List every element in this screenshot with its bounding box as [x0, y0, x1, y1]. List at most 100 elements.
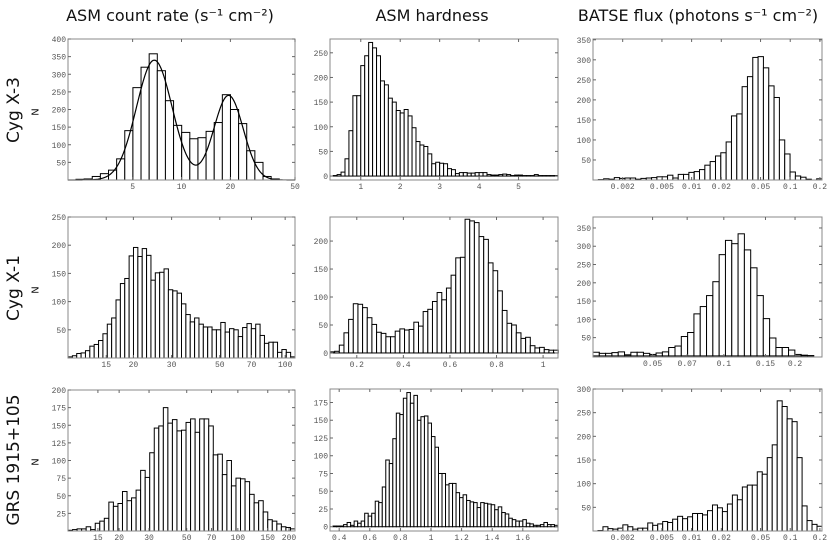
histogram-bar [357, 522, 362, 528]
y-tick-label: 100 [577, 316, 592, 325]
histogram-bar [677, 173, 685, 181]
histogram-bar [271, 520, 278, 532]
histogram-bar [806, 520, 813, 532]
histogram-bar [132, 246, 139, 359]
y-tick-label: 50 [56, 327, 66, 336]
histogram-bar [418, 325, 424, 354]
histogram-bar [357, 303, 364, 354]
y-tick-label: 25 [318, 506, 328, 515]
x-tick-label: 0.02 [712, 183, 731, 192]
histogram-bar [423, 415, 429, 528]
histogram-bar [441, 299, 447, 354]
histogram-bar [340, 171, 346, 177]
histogram-bar [725, 141, 732, 181]
histogram-bar [811, 523, 818, 532]
histogram-bar [205, 130, 215, 181]
histogram-bar [189, 321, 196, 359]
histogram-bar [699, 306, 708, 357]
histogram-bar [750, 267, 758, 357]
histogram-bar [487, 503, 492, 528]
y-tick-label: 200 [577, 280, 592, 289]
histogram-bar [111, 317, 117, 359]
histogram-bar [483, 502, 489, 528]
x-tick-label: 0.07 [678, 360, 697, 369]
histogram-bar [148, 53, 158, 181]
histogram-bar [515, 332, 522, 354]
histogram-bar [399, 112, 405, 177]
histogram-bar [85, 526, 92, 532]
histogram-bar [652, 524, 659, 532]
histogram-bar [784, 153, 791, 181]
histogram-bar [511, 519, 517, 528]
histogram-bar [246, 323, 252, 359]
histogram-bar [189, 138, 199, 181]
histogram-bar [494, 174, 500, 177]
panel-7: 15 20 30 50 70 100 150 200 25 50 75 100 125 150 175 200 [52, 387, 297, 542]
histogram-bar [419, 144, 425, 177]
histogram-bar [743, 249, 752, 357]
histogram-bar [399, 414, 404, 528]
histogram-bar [124, 277, 130, 359]
histogram-bar [344, 158, 350, 177]
histogram-bar [515, 520, 520, 528]
y-tick-label: 50 [581, 157, 591, 166]
x-tick-label: 100 [231, 534, 246, 542]
histogram-bar [181, 429, 187, 532]
y-tick-label: 150 [314, 266, 329, 275]
panel-8: 0.4 0.6 0.8 1 1.2 1.4 1.6 0 25 50 75 100 125 150 175 [314, 388, 559, 542]
histogram-bar [132, 87, 142, 181]
y-tick-label: 0 [323, 524, 328, 533]
histogram-bar [422, 311, 429, 354]
x-tick-label: 3 [437, 183, 442, 192]
histogram-bar [736, 499, 743, 532]
histogram-bar [409, 402, 415, 528]
histogram-bar [731, 494, 738, 532]
histogram-bar [438, 472, 443, 528]
x-tick-label: 1 [429, 534, 434, 542]
histogram-bar [454, 173, 460, 177]
histogram-bar [255, 323, 261, 359]
histogram-bar [756, 471, 763, 532]
y-tick-label: 25 [56, 510, 66, 519]
histogram-bar [392, 438, 397, 528]
histogram-bar [501, 512, 506, 528]
histogram-bar [455, 257, 461, 354]
histogram-bar [677, 515, 684, 532]
histogram-bar [376, 331, 382, 354]
histogram-bar [707, 510, 713, 532]
histogram-bar [250, 328, 257, 359]
x-tick-label: 0.6 [363, 534, 378, 542]
histogram-bar [103, 517, 110, 532]
histogram-bar [406, 392, 411, 528]
x-tick-label: 0.002 [611, 534, 635, 542]
histogram-bar [636, 351, 644, 357]
histogram-bar [403, 109, 409, 177]
histogram-bar [445, 287, 452, 354]
x-tick-label: 1 [358, 183, 363, 192]
histogram-bar [486, 174, 492, 177]
histogram-bar [121, 491, 128, 532]
histogram-bar [611, 352, 619, 357]
histogram-bar [272, 341, 279, 359]
histogram-bar [185, 314, 191, 359]
histogram-bar [786, 418, 793, 532]
y-tick-label: 75 [318, 470, 328, 479]
histogram-bar [458, 172, 464, 177]
histogram-bar [459, 497, 464, 528]
y-tick-label: 150 [52, 270, 67, 279]
histogram-bar [197, 137, 207, 181]
histogram-bar [262, 511, 269, 532]
plot-frame [329, 38, 559, 181]
histogram-bar [668, 347, 676, 357]
histogram-bar [490, 174, 496, 177]
y-tick-label: 200 [52, 107, 67, 116]
y-tick-label: 300 [577, 243, 592, 252]
histogram-bar [511, 324, 517, 354]
y-tick-label: 100 [314, 453, 329, 462]
histogram-bar [450, 274, 457, 354]
histogram-bar [447, 168, 452, 177]
histogram-bar [356, 95, 362, 177]
x-tick-label: 0.2 [788, 360, 803, 369]
plot-frame [329, 216, 559, 359]
histogram-bar [198, 323, 204, 359]
